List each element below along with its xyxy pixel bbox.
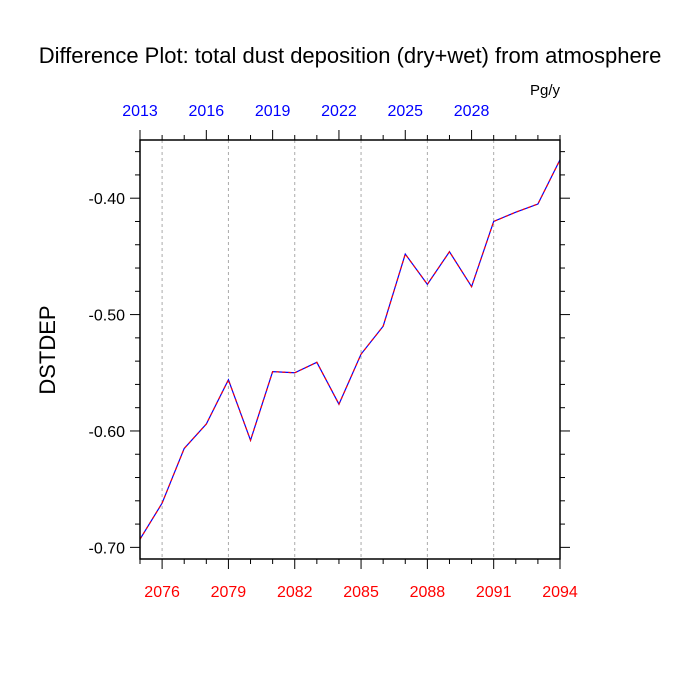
x-tick-label: 2079: [211, 584, 247, 601]
x-tick-label: 2088: [410, 584, 446, 601]
top-tick-label: 2016: [189, 103, 225, 120]
plot-frame: [139, 139, 561, 560]
top-tick-label: 2013: [122, 103, 158, 120]
y-axis-label: DSTDEP: [35, 305, 60, 394]
y-tick-label: -0.40: [89, 191, 126, 208]
x-tick-label: 2082: [277, 584, 313, 601]
y-tick-label: -0.70: [89, 540, 126, 557]
x-tick-label: 2085: [343, 584, 379, 601]
y-tick-label: -0.50: [89, 308, 126, 325]
axes: 2076 2079 2082 2085 2088 2091 2094 2013 2016 2019…: [89, 103, 578, 601]
grid-lines: [161, 140, 495, 559]
top-tick-label: 2022: [321, 103, 357, 120]
top-tick-label: 2028: [454, 103, 490, 120]
x-tick-label: 2094: [542, 584, 578, 601]
y-tick-label: -0.60: [89, 424, 126, 441]
units-label: Pg/y: [530, 82, 561, 99]
x-tick-label: 2076: [144, 584, 180, 601]
top-tick-label: 2019: [255, 103, 291, 120]
data-line: [139, 159, 561, 540]
data-line-base: [139, 159, 561, 540]
top-tick-label: 2025: [387, 103, 423, 120]
chart-title: Difference Plot: total dust deposition (…: [39, 43, 662, 68]
x-tick-label: 2091: [476, 584, 512, 601]
series-layer: [139, 159, 561, 540]
